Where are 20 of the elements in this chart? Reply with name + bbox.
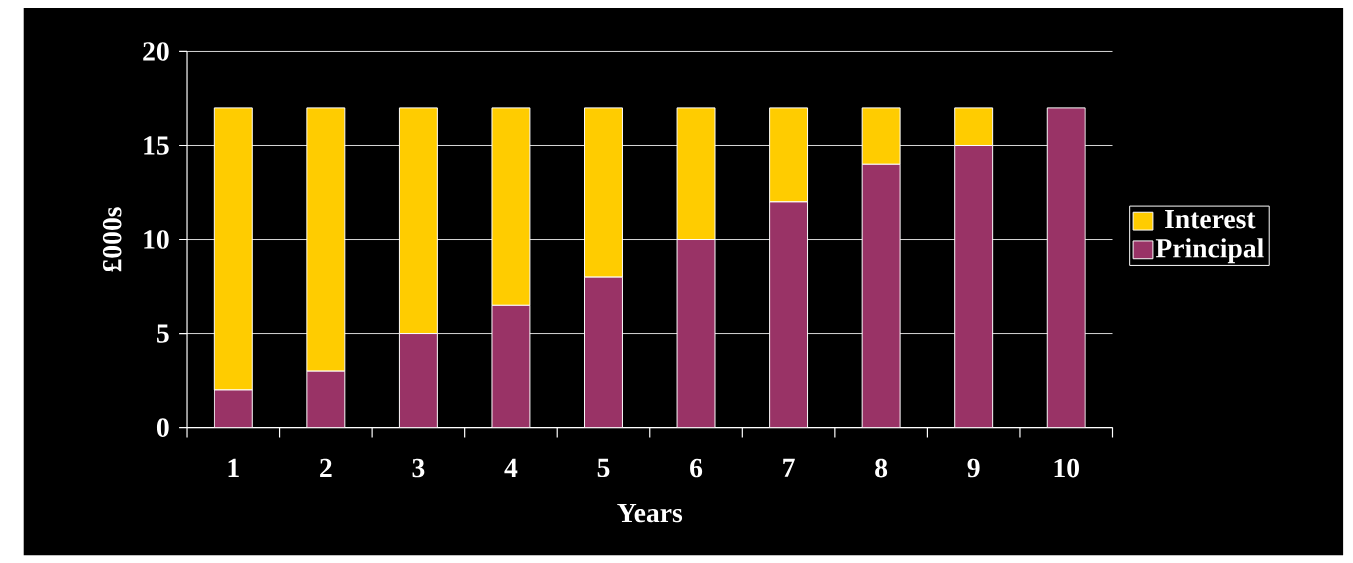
x-tick-label: 3 xyxy=(412,458,425,478)
y-tick-label: 20 xyxy=(143,42,169,61)
x-tick-label: 7 xyxy=(783,458,795,477)
legend-label: Interest xyxy=(1165,209,1256,229)
x-axis-title: Years xyxy=(617,503,683,523)
x-tick-label: 1 xyxy=(228,458,239,477)
y-tick-label: 5 xyxy=(157,324,169,343)
y-tick-label: 15 xyxy=(144,136,169,155)
bar xyxy=(1046,107,1086,428)
x-tick-label: 6 xyxy=(690,458,703,478)
x-tick-label: 5 xyxy=(597,458,610,478)
x-tick-label: 8 xyxy=(875,458,888,478)
x-tick-label: 10 xyxy=(1054,458,1079,478)
x-tick-label: 9 xyxy=(967,458,980,478)
y-tick-label: 10 xyxy=(144,230,169,249)
x-tick-label: 2 xyxy=(320,458,332,477)
y-axis-title: £000s xyxy=(102,207,122,272)
legend-label: Principal xyxy=(1155,238,1264,264)
x-tick-label: 4 xyxy=(504,458,518,477)
y-tick-label: 0 xyxy=(156,418,169,437)
